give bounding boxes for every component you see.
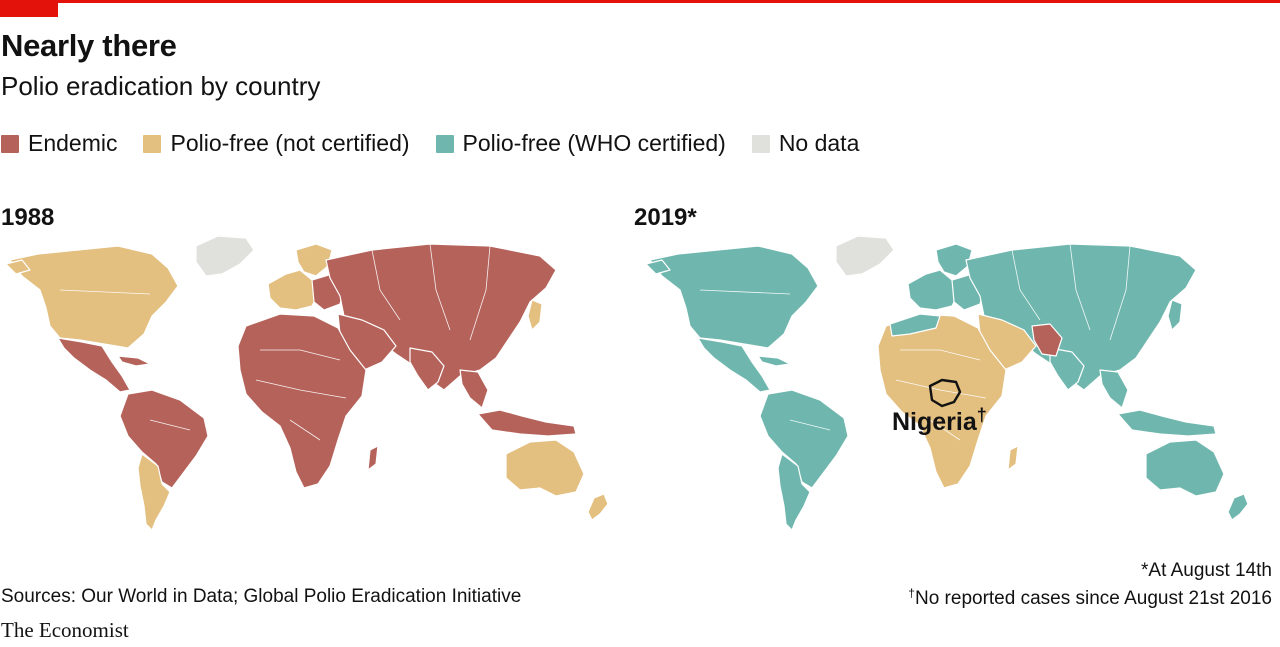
region-indonesia xyxy=(477,409,577,437)
region-north-america xyxy=(649,245,819,349)
region-indonesia xyxy=(1117,409,1217,437)
brand-tab xyxy=(0,0,58,17)
region-maghreb xyxy=(889,313,941,337)
legend-swatch-endemic xyxy=(1,134,19,153)
legend-swatch-certified xyxy=(435,134,454,153)
region-japan xyxy=(527,299,543,331)
legend: Endemic Polio-free (not certified) Polio… xyxy=(1,130,885,157)
chart-subtitle: Polio eradication by country xyxy=(1,71,321,101)
legend-label-certified: Polio-free (WHO certified) xyxy=(462,130,726,156)
region-southeast-asia xyxy=(459,369,489,409)
legend-item-endemic: Endemic xyxy=(1,130,117,157)
footnote-asterisk: *At August 14th xyxy=(1141,560,1272,581)
region-scandinavia xyxy=(935,243,973,277)
map-label-2019: 2019* xyxy=(634,204,697,231)
region-alaska xyxy=(5,259,31,275)
legend-swatch-not-certified xyxy=(143,134,162,153)
nigeria-dagger: † xyxy=(976,405,987,425)
region-south-america-south xyxy=(137,453,171,531)
region-western-europe xyxy=(907,269,959,311)
region-southeast-asia xyxy=(1099,369,1129,409)
region-new-zealand xyxy=(587,493,609,521)
region-afghanistan-pakistan xyxy=(1031,323,1063,357)
region-caribbean xyxy=(757,355,791,367)
region-south-america-south xyxy=(777,453,811,531)
legend-item-certified: Polio-free (WHO certified) xyxy=(435,130,726,157)
nigeria-outline xyxy=(928,378,962,408)
region-new-zealand xyxy=(1227,493,1249,521)
legend-item-not-certified: Polio-free (not certified) xyxy=(143,130,410,157)
map-label-1988: 1988 xyxy=(1,204,55,231)
region-alaska xyxy=(645,259,671,275)
legend-label-not-certified: Polio-free (not certified) xyxy=(170,130,410,156)
region-africa xyxy=(877,313,1007,489)
world-map-1988 xyxy=(5,235,609,531)
brand-wordmark: The Economist xyxy=(1,618,129,642)
region-australia xyxy=(505,439,585,497)
region-greenland xyxy=(835,235,895,277)
region-australia xyxy=(1145,439,1225,497)
region-north-america xyxy=(9,245,179,349)
legend-swatch-no-data xyxy=(751,134,770,153)
legend-label-no-data: No data xyxy=(778,130,860,156)
legend-item-no-data: No data xyxy=(751,130,860,157)
legend-label-endemic: Endemic xyxy=(28,130,118,156)
chart-title: Nearly there xyxy=(1,28,177,63)
region-madagascar xyxy=(1007,445,1019,471)
world-map-2019 xyxy=(645,235,1249,531)
source-note: Sources: Our World in Data; Global Polio… xyxy=(1,586,522,607)
region-greenland xyxy=(195,235,255,277)
region-scandinavia xyxy=(295,243,333,277)
region-south-america-north xyxy=(119,389,209,489)
region-south-america-north xyxy=(759,389,849,489)
top-rule xyxy=(0,0,1280,3)
region-madagascar xyxy=(367,445,379,471)
region-western-europe xyxy=(267,269,319,311)
footnote-dagger: †No reported cases since August 21st 201… xyxy=(908,586,1272,610)
nigeria-annotation: Nigeria† xyxy=(892,405,987,437)
footnote-dagger-mark: † xyxy=(908,586,915,600)
region-mexico-central-america xyxy=(697,337,771,393)
region-caribbean xyxy=(117,355,151,367)
region-africa xyxy=(237,313,367,489)
region-india xyxy=(409,347,445,391)
nigeria-label: Nigeria xyxy=(892,408,977,436)
region-japan xyxy=(1167,299,1183,331)
footnote-dagger-text: No reported cases since August 21st 2016 xyxy=(914,588,1272,609)
region-mexico-central-america xyxy=(57,337,131,393)
region-india xyxy=(1049,347,1085,391)
